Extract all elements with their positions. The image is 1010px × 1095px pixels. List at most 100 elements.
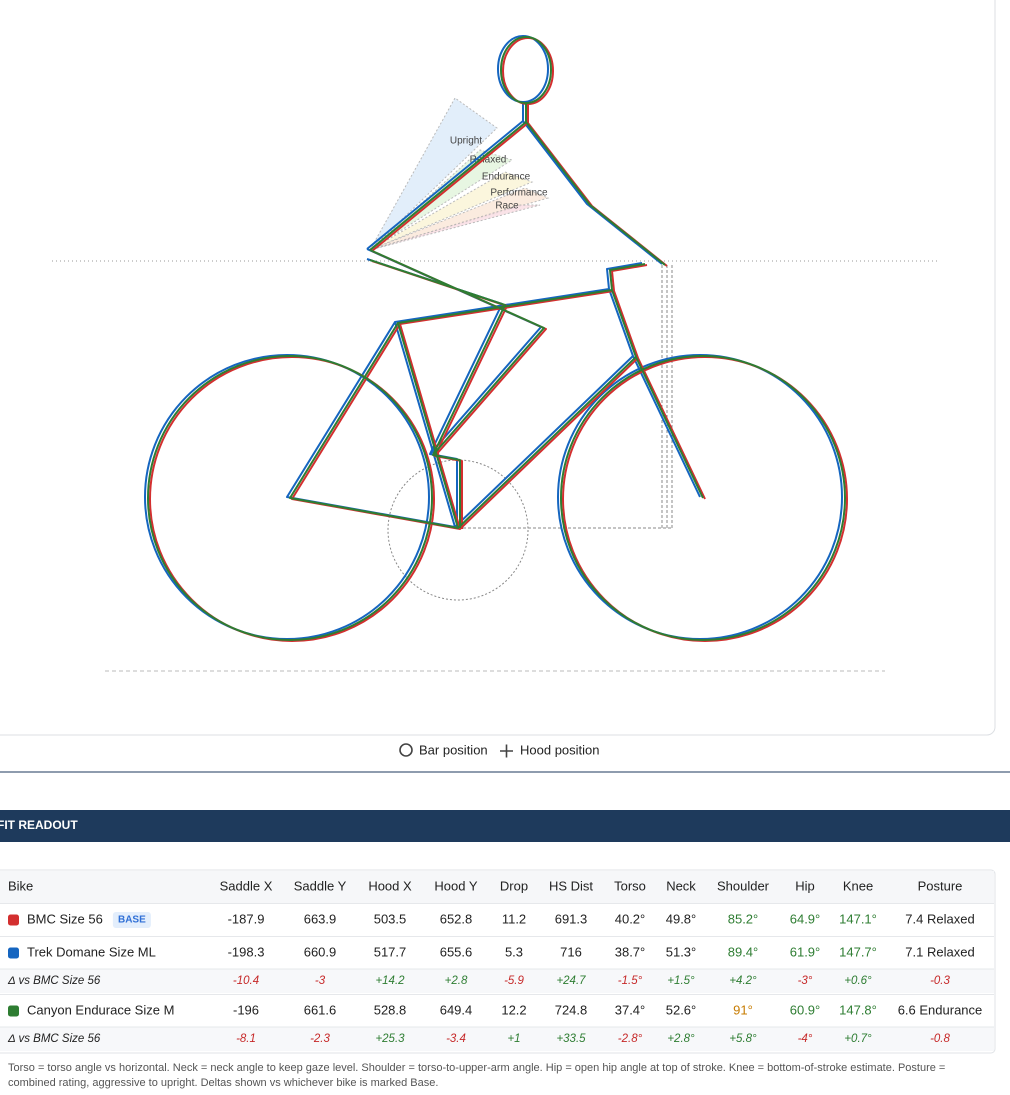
cell: +14.2 [375, 975, 405, 987]
cell: +0.6° [844, 975, 872, 987]
cell: 5.3 [505, 944, 523, 959]
column-header: Hip [795, 878, 815, 893]
column-header: Saddle Y [294, 878, 347, 893]
cell: 40.2° [615, 911, 646, 926]
column-header: Hood Y [434, 878, 477, 893]
cell: +25.3 [375, 1033, 405, 1045]
cell: +24.7 [556, 975, 586, 987]
footnote: Torso = torso angle vs horizontal. Neck … [8, 1062, 946, 1089]
cell: +5.8° [729, 1033, 757, 1045]
cell: -5.9 [504, 975, 524, 987]
cell: 7.4 Relaxed [905, 911, 974, 926]
cell: +1 [507, 1033, 520, 1045]
badge: BASE [118, 915, 146, 926]
delta-label: Δ vs BMC Size 56 [7, 1033, 101, 1045]
cell: +2.8 [445, 975, 468, 987]
bike-swatch [8, 947, 19, 959]
cell: 7.1 Relaxed [905, 944, 974, 959]
cell: 38.7° [615, 944, 646, 959]
zone-label: Performance [490, 188, 548, 199]
zone-label: Race [495, 201, 519, 212]
column-header: Drop [500, 878, 528, 893]
cell: 691.3 [555, 911, 588, 926]
zone-label: Endurance [482, 172, 531, 183]
column-header: Saddle X [220, 878, 273, 893]
section-header [0, 810, 1010, 842]
cell: -8.1 [236, 1033, 256, 1045]
table: Bike Saddle X Saddle Y Hood X Hood Y Drop HS D… [0, 878, 994, 1051]
cell: -0.3 [930, 975, 950, 987]
cell: -2.3 [310, 1033, 330, 1045]
posture-zones [369, 97, 550, 251]
column-header: Bike [8, 878, 33, 893]
cell: -4° [798, 1033, 813, 1045]
column-header: Posture [918, 878, 963, 893]
cell: -198.3 [228, 944, 265, 959]
legend-label: Hood position [520, 742, 600, 757]
cell: 517.7 [374, 944, 407, 959]
bike-name: Canyon Endurace Size M [27, 1002, 174, 1017]
cell: -10.4 [233, 975, 259, 987]
cell: 655.6 [440, 944, 473, 959]
cell: -3 [315, 975, 326, 987]
cell: 503.5 [374, 911, 407, 926]
legend-icon [399, 743, 413, 757]
cell: 85.2° [728, 911, 759, 926]
badge-bg [112, 912, 151, 928]
diagram-card [0, 0, 996, 736]
bike-swatch [8, 914, 19, 926]
cell: 51.3° [666, 944, 697, 959]
cell: 52.6° [666, 1002, 697, 1017]
cell: 652.8 [440, 911, 473, 926]
column-header: Shoulder [717, 878, 770, 893]
cell: 49.8° [666, 911, 697, 926]
column-header: HS Dist [549, 878, 593, 893]
cell: +4.2° [729, 975, 757, 987]
cell: 91° [733, 1002, 753, 1017]
delta-row-bg [0, 969, 994, 993]
zone-label: Relaxed [470, 155, 507, 166]
cell: 147.7° [839, 944, 877, 959]
table-box [0, 869, 996, 1054]
cell: +2.8° [667, 1033, 695, 1045]
legend-label: Bar position [419, 742, 488, 757]
zone-label: Upright [450, 136, 482, 147]
cell: 37.4° [615, 1002, 646, 1017]
cell: 649.4 [440, 1002, 473, 1017]
cell: -2.8° [618, 1033, 643, 1045]
cell: 11.2 [502, 911, 526, 926]
cell: 528.8 [374, 1002, 407, 1017]
column-header: Neck [666, 878, 696, 893]
cell: 147.8° [839, 1002, 877, 1017]
delta-label: Δ vs BMC Size 56 [7, 975, 101, 987]
cell: 6.6 Endurance [898, 1002, 983, 1017]
cell: 64.9° [790, 911, 821, 926]
cell: 660.9 [304, 944, 337, 959]
cell: 60.9° [790, 1002, 821, 1017]
section-title: FIT READOUT [0, 818, 78, 832]
column-header: Torso [614, 878, 646, 893]
cell: +1.5° [667, 975, 695, 987]
delta-row-bg [0, 1027, 994, 1051]
cell: -187.9 [228, 911, 265, 926]
cell: -0.8 [930, 1033, 950, 1045]
cell: -196 [233, 1002, 259, 1017]
cell: -1.5° [618, 975, 643, 987]
cell: +0.7° [844, 1033, 872, 1045]
legend-icon [500, 744, 513, 758]
cell: 716 [560, 944, 582, 959]
cell: -3.4 [446, 1033, 466, 1045]
column-header: Knee [843, 878, 873, 893]
cell: 724.8 [555, 1002, 588, 1017]
cell: 61.9° [790, 944, 821, 959]
cell: -3° [798, 975, 813, 987]
cell: 663.9 [304, 911, 337, 926]
cell: +33.5 [556, 1033, 586, 1045]
cell: 147.1° [839, 911, 877, 926]
table-header [0, 871, 994, 904]
bike-swatch [8, 1005, 19, 1017]
cell: 661.6 [304, 1002, 337, 1017]
column-header: Hood X [368, 878, 412, 893]
